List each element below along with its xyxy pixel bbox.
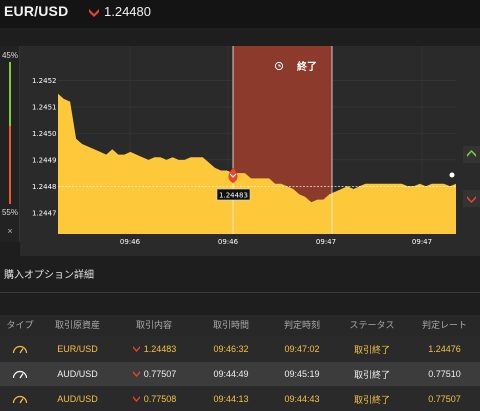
speedometer-icon xyxy=(12,395,28,404)
row-judge-time: 09:44:43 xyxy=(284,394,320,404)
col-judge-time: 判定時刻 xyxy=(283,320,320,330)
table-row[interactable]: AUD/USD 0.77507 09:44:49 09:45:19 取引終了 0… xyxy=(0,361,480,386)
sentiment-gauge: 45% 55% × xyxy=(0,46,20,242)
row-status: 取引終了 xyxy=(353,344,390,355)
row-status: 取引終了 xyxy=(353,369,390,380)
price-down-icon xyxy=(89,9,99,17)
row-content-value: 1.24483 xyxy=(143,344,177,354)
gauge-high-percent: 45% xyxy=(1,51,18,60)
row-asset: AUD/USD xyxy=(57,369,98,379)
speedometer-icon xyxy=(12,345,28,354)
row-time: 09:44:13 xyxy=(213,394,249,404)
divider xyxy=(0,292,480,293)
row-content-value: 0.77507 xyxy=(143,369,177,379)
y-tick-label: 1.2447 xyxy=(32,209,57,217)
end-label: 終了 xyxy=(297,60,317,73)
arrow-down-icon xyxy=(132,346,140,352)
x-tick-label: 09:47 xyxy=(316,238,336,246)
row-asset: EUR/USD xyxy=(57,344,98,354)
top-bar: EUR/USD 1.24480 xyxy=(0,0,480,28)
entry-marker-icon xyxy=(228,168,238,183)
currency-pair-title: EUR/USD xyxy=(4,3,69,19)
chevron-down-icon xyxy=(467,196,476,203)
gauge-high-bar xyxy=(9,62,11,126)
table-row[interactable]: AUD/USD 0.77508 09:44:13 09:44:43 取引終了 0… xyxy=(0,386,480,411)
row-judge-rate: 0.77510 xyxy=(428,369,461,379)
row-content-value: 0.77508 xyxy=(143,394,177,404)
price-chart[interactable]: 1.2452 1.2451 1.2450 1.2449 1.2448 1.2447 終了 … xyxy=(20,46,480,256)
row-content: 0.77508 xyxy=(115,394,193,404)
col-content: 取引内容 xyxy=(135,320,172,330)
table-header: タイプ 取引原資産 取引内容 取引時間 判定時刻 ステータス 判定レート xyxy=(0,315,480,336)
current-price: 1.24480 xyxy=(104,4,151,19)
col-asset: 取引原資産 xyxy=(54,320,100,330)
y-tick-label: 1.2452 xyxy=(32,77,57,85)
options-table: タイプ 取引原資産 取引内容 取引時間 判定時刻 ステータス 判定レート EUR… xyxy=(0,315,480,411)
y-tick-label: 1.2451 xyxy=(32,103,57,111)
gauge-low-percent: 55% xyxy=(1,208,18,217)
row-content: 0.77507 xyxy=(115,369,193,379)
col-time: 取引時間 xyxy=(212,320,249,330)
row-judge-rate: 0.77507 xyxy=(428,394,461,404)
y-tick-label: 1.2449 xyxy=(32,156,57,164)
y-tick-label: 1.2448 xyxy=(32,183,57,191)
table-row[interactable]: EUR/USD 1.24483 09:46:32 09:47:02 取引終了 1… xyxy=(0,336,480,361)
x-tick-label: 09:47 xyxy=(412,238,432,246)
row-content: 1.24483 xyxy=(115,344,193,354)
row-time: 09:46:32 xyxy=(213,344,249,354)
arrow-down-icon xyxy=(132,371,140,377)
row-status: 取引終了 xyxy=(353,394,390,405)
arrow-down-icon xyxy=(132,396,140,402)
x-tick-label: 09:46 xyxy=(120,238,141,246)
col-type: タイプ xyxy=(6,320,34,330)
high-button[interactable] xyxy=(463,146,480,163)
speedometer-icon xyxy=(12,370,28,379)
row-asset: AUD/USD xyxy=(57,394,98,404)
x-tick-label: 09:46 xyxy=(218,238,239,246)
price-area xyxy=(58,93,456,234)
clock-history-icon[interactable] xyxy=(274,61,284,71)
entry-price-label: 1.24483 xyxy=(219,192,248,200)
row-judge-time: 09:47:02 xyxy=(284,344,320,354)
chevron-up-icon xyxy=(467,150,476,157)
section-title: 購入オプション詳細 xyxy=(4,270,94,281)
row-time: 09:44:49 xyxy=(213,369,249,379)
gauge-low-bar xyxy=(9,126,11,204)
col-status: ステータス xyxy=(349,320,395,330)
col-judge-rate: 判定レート xyxy=(421,320,467,330)
entry-price-label-bg xyxy=(216,188,251,201)
low-button[interactable] xyxy=(463,190,480,207)
y-tick-label: 1.2450 xyxy=(32,130,57,138)
row-judge-rate: 1.24476 xyxy=(428,344,461,354)
row-judge-time: 09:45:19 xyxy=(284,369,320,379)
current-price-dot xyxy=(449,172,455,178)
gauge-close-icon[interactable]: × xyxy=(7,226,13,236)
